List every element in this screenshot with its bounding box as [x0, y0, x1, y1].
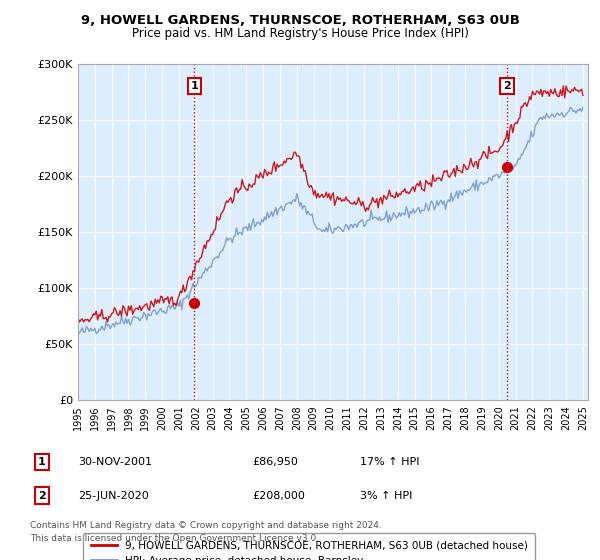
Text: 30-NOV-2001: 30-NOV-2001: [78, 457, 152, 467]
Legend: 9, HOWELL GARDENS, THURNSCOE, ROTHERHAM, S63 0UB (detached house), HPI: Average : 9, HOWELL GARDENS, THURNSCOE, ROTHERHAM,…: [83, 533, 535, 560]
Text: Contains HM Land Registry data © Crown copyright and database right 2024.: Contains HM Land Registry data © Crown c…: [30, 521, 382, 530]
Text: This data is licensed under the Open Government Licence v3.0.: This data is licensed under the Open Gov…: [30, 534, 319, 543]
Text: Price paid vs. HM Land Registry's House Price Index (HPI): Price paid vs. HM Land Registry's House …: [131, 27, 469, 40]
Text: 3% ↑ HPI: 3% ↑ HPI: [360, 491, 412, 501]
Text: £208,000: £208,000: [252, 491, 305, 501]
Text: 1: 1: [191, 81, 199, 91]
Text: 25-JUN-2020: 25-JUN-2020: [78, 491, 149, 501]
Text: 17% ↑ HPI: 17% ↑ HPI: [360, 457, 419, 467]
Text: £86,950: £86,950: [252, 457, 298, 467]
Text: 1: 1: [38, 457, 46, 467]
Text: 2: 2: [503, 81, 511, 91]
Text: 2: 2: [38, 491, 46, 501]
Text: 9, HOWELL GARDENS, THURNSCOE, ROTHERHAM, S63 0UB: 9, HOWELL GARDENS, THURNSCOE, ROTHERHAM,…: [80, 14, 520, 27]
